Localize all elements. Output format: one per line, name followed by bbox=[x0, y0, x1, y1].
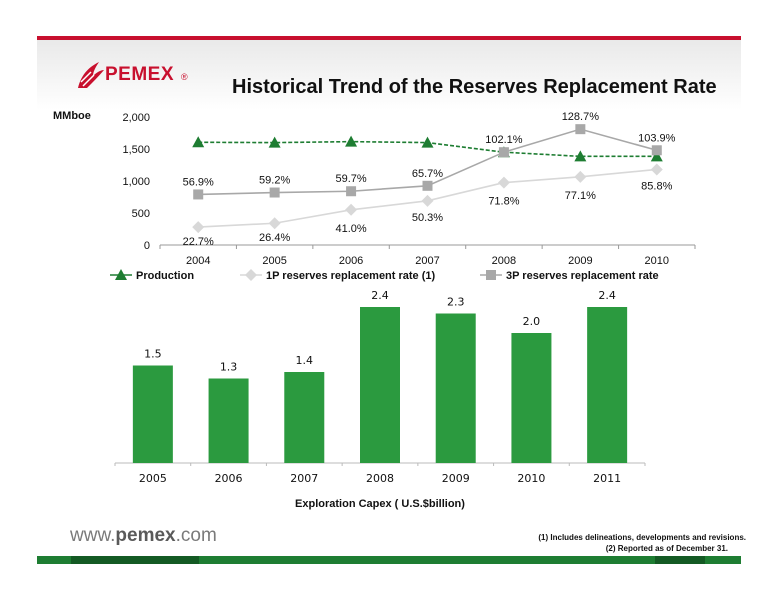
bar-value-label: 1.4 bbox=[296, 354, 314, 367]
page-title: Historical Trend of the Reserves Replace… bbox=[232, 76, 717, 98]
series-2-point bbox=[650, 163, 663, 176]
data-label: 41.0% bbox=[335, 223, 366, 235]
bar-value-label: 1.5 bbox=[144, 348, 162, 361]
bar-value-label: 2.3 bbox=[447, 296, 465, 309]
footer-url[interactable]: www.pemex.com bbox=[70, 525, 217, 547]
data-label: 71.8% bbox=[488, 196, 519, 208]
series-2-point bbox=[497, 176, 510, 189]
series-3-point bbox=[422, 180, 433, 191]
url-prefix: www. bbox=[70, 525, 116, 546]
series-2-point bbox=[345, 203, 358, 216]
y-tick-label: 1,500 bbox=[122, 144, 150, 156]
exploration-capex-bar-chart: 1.5 2005 1.3 2006 1.4 2007 2.4 2008 2.3 2009 2.0 20… bbox=[114, 290, 646, 510]
series-2-point bbox=[268, 217, 281, 230]
legend-label: Production bbox=[136, 270, 194, 282]
x-tick-label: 2010 bbox=[517, 472, 545, 485]
data-label: 85.8% bbox=[641, 180, 672, 192]
y-tick-label: 500 bbox=[132, 208, 150, 220]
data-label: 50.3% bbox=[412, 212, 443, 224]
bar bbox=[208, 378, 249, 463]
bar-value-label: 2.4 bbox=[371, 290, 389, 302]
series-3-point bbox=[498, 147, 509, 158]
x-tick-label: 2005 bbox=[262, 255, 286, 267]
series-1-point bbox=[345, 135, 358, 147]
bar-value-label: 2.0 bbox=[523, 315, 541, 328]
x-tick-label: 2007 bbox=[415, 255, 439, 267]
bar bbox=[132, 365, 173, 463]
series-1-point bbox=[574, 150, 587, 162]
data-label: 128.7% bbox=[562, 111, 600, 123]
bottom-bar-dark-segment bbox=[655, 556, 705, 564]
series-3-point bbox=[651, 145, 662, 156]
y-tick-label: 0 bbox=[144, 240, 150, 252]
eagle-icon bbox=[78, 62, 104, 88]
x-tick-label: 2009 bbox=[568, 255, 592, 267]
footnote-1: (1) Includes delineations, developments … bbox=[538, 533, 746, 542]
series-1-point bbox=[650, 150, 663, 162]
data-label: 103.9% bbox=[638, 132, 676, 144]
series-3-point bbox=[575, 124, 586, 135]
data-label: 22.7% bbox=[183, 236, 214, 248]
data-label: 26.4% bbox=[259, 232, 290, 244]
data-label: 59.7% bbox=[335, 173, 366, 185]
x-tick-label: 2004 bbox=[186, 255, 210, 267]
series-2-point bbox=[192, 221, 205, 234]
x-tick-label: 2008 bbox=[366, 472, 394, 485]
series-1-point bbox=[421, 136, 434, 148]
y-axis-unit-label: MMboe bbox=[53, 110, 91, 122]
bar bbox=[360, 307, 400, 463]
x-tick-label: 2010 bbox=[645, 255, 669, 267]
legend-marker bbox=[115, 269, 127, 280]
data-label: 77.1% bbox=[565, 190, 596, 202]
legend-label: 1P reserves replacement rate (1) bbox=[266, 270, 436, 282]
legend-marker bbox=[486, 270, 496, 280]
bar bbox=[511, 333, 552, 463]
top-accent-bar bbox=[37, 36, 741, 40]
x-tick-label: 2006 bbox=[215, 472, 243, 485]
legend-marker bbox=[245, 269, 257, 281]
bar bbox=[587, 307, 628, 463]
series-3-point bbox=[269, 187, 280, 198]
logo-registered-mark: ® bbox=[181, 72, 188, 82]
y-tick-label: 2,000 bbox=[122, 112, 150, 124]
bar-value-label: 2.4 bbox=[598, 290, 616, 302]
bottom-bar-dark-segment bbox=[71, 556, 199, 564]
series-1-point bbox=[192, 136, 205, 148]
bar bbox=[284, 372, 325, 463]
bar bbox=[435, 313, 476, 463]
series-2-point bbox=[574, 170, 587, 183]
x-tick-label: 2006 bbox=[339, 255, 363, 267]
x-tick-label: 2011 bbox=[593, 472, 621, 485]
series-1-point bbox=[268, 136, 281, 148]
data-label: 59.2% bbox=[259, 175, 290, 187]
x-tick-label: 2009 bbox=[442, 472, 470, 485]
header-band bbox=[37, 40, 741, 110]
footnote-2: (2) Reported as of December 31. bbox=[605, 544, 728, 553]
pemex-logo: PEMEX ® bbox=[75, 58, 195, 98]
bar-value-label: 1.3 bbox=[220, 361, 238, 374]
url-brand: pemex bbox=[115, 525, 176, 546]
data-label: 65.7% bbox=[412, 168, 443, 180]
url-suffix: .com bbox=[175, 525, 217, 546]
data-label: 102.1% bbox=[485, 134, 523, 146]
y-tick-label: 1,000 bbox=[122, 176, 150, 188]
x-tick-label: 2008 bbox=[492, 255, 516, 267]
legend-label: 3P reserves replacement rate bbox=[506, 270, 659, 282]
series-3-point bbox=[346, 186, 357, 197]
series-3-point bbox=[193, 189, 204, 200]
bottom-accent-bar bbox=[37, 556, 741, 564]
x-tick-label: 2007 bbox=[290, 472, 318, 485]
data-label: 56.9% bbox=[183, 176, 214, 188]
x-axis-title: Exploration Capex ( U.S.$billion) bbox=[295, 498, 465, 510]
logo-wordmark: PEMEX bbox=[105, 64, 175, 85]
x-tick-label: 2005 bbox=[139, 472, 167, 485]
series-2-point bbox=[421, 194, 434, 207]
reserves-line-chart: 0 500 1,000 1,500 2,000 2004 2005 2006 2007 2008 2… bbox=[110, 111, 696, 282]
